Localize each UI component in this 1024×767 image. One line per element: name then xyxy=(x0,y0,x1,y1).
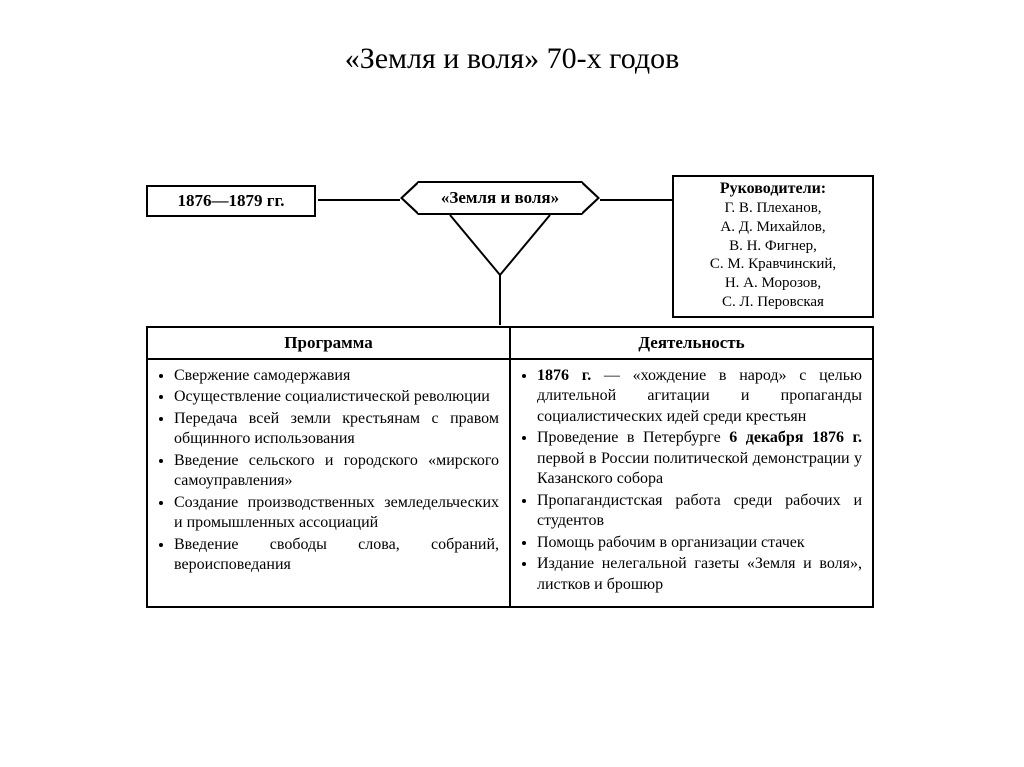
connector-right xyxy=(600,199,672,201)
hex-point-left-icon xyxy=(400,181,418,215)
list-item: Помощь рабочим в организации стачек xyxy=(537,533,862,553)
list-item: Создание производственных земледельчески… xyxy=(174,493,499,534)
leaders-header: Руководители: xyxy=(678,179,868,199)
table-body-row: Свержение самодержавияОсуществление соци… xyxy=(147,359,873,607)
hex-point-right-icon xyxy=(582,181,600,215)
list-item: Введение сельского и городского «мирског… xyxy=(174,451,499,492)
activity-list: 1876 г. — «хождение в народ» с целью дли… xyxy=(521,366,862,595)
list-item: Пропагандистская работа среди рабочих и … xyxy=(537,491,862,532)
table-header-row: Программа Деятельность xyxy=(147,327,873,359)
activity-cell: 1876 г. — «хождение в народ» с целью дли… xyxy=(510,359,873,607)
leader-name: Г. В. Плеханов, xyxy=(678,199,868,218)
leaders-box: Руководители: Г. В. Плеханов, А. Д. Миха… xyxy=(672,175,874,318)
center-label: «Земля и воля» xyxy=(418,181,582,215)
leader-name: С. Л. Перовская xyxy=(678,293,868,312)
list-item: Передача всей земли крестьянам с правом … xyxy=(174,409,499,450)
list-item: 1876 г. — «хождение в народ» с целью дли… xyxy=(537,366,862,427)
list-item: Введение свободы слова, собраний, вероис… xyxy=(174,535,499,576)
program-cell: Свержение самодержавияОсуществление соци… xyxy=(147,359,510,607)
leader-name: С. М. Кравчинский, xyxy=(678,255,868,274)
col-header-program: Программа xyxy=(147,327,510,359)
years-box: 1876—1879 гг. xyxy=(146,185,316,217)
top-row: 1876—1879 гг. «Земля и воля» Руководител… xyxy=(0,175,1024,315)
program-list: Свержение самодержавияОсуществление соци… xyxy=(158,366,499,576)
list-item: Свержение самодержавия xyxy=(174,366,499,386)
list-item: Издание нелегальной газеты «Земля и воля… xyxy=(537,554,862,595)
main-table: Программа Деятельность Свержение самодер… xyxy=(146,326,874,608)
v-connector-icon xyxy=(440,215,560,325)
list-item: Проведение в Петербурге 6 декабря 1876 г… xyxy=(537,428,862,489)
page-title: «Земля и воля» 70-х годов xyxy=(0,0,1024,76)
col-header-activity: Деятельность xyxy=(510,327,873,359)
leader-name: Н. А. Морозов, xyxy=(678,274,868,293)
connector-left xyxy=(318,199,400,201)
leader-name: А. Д. Михайлов, xyxy=(678,218,868,237)
list-item: Осуществление социалистической революции xyxy=(174,387,499,407)
leader-name: В. Н. Фигнер, xyxy=(678,237,868,256)
center-hex: «Земля и воля» xyxy=(400,181,600,215)
